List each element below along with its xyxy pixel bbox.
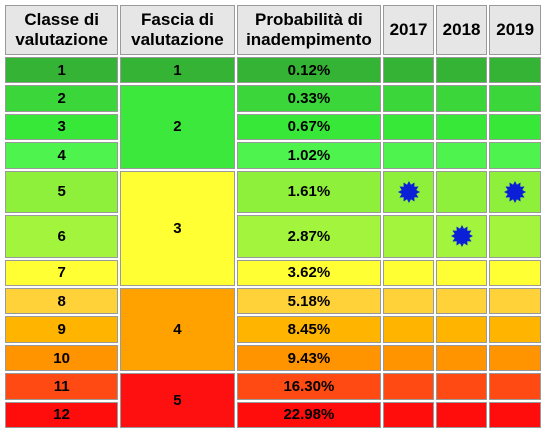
year-2018-cell xyxy=(435,259,488,287)
year-2017-cell xyxy=(383,85,434,112)
classe-cell: 1 xyxy=(5,57,119,84)
probabilita-cell: 0.12% xyxy=(236,57,382,84)
year-2018-cell xyxy=(435,373,488,400)
table-row: 11 5 16.30% xyxy=(5,373,541,428)
year-2017-cell xyxy=(383,57,434,84)
fascia-cell: 2 xyxy=(120,85,235,169)
year-2019-cell xyxy=(489,215,541,258)
classe-cell: 2 xyxy=(5,85,119,112)
header-probabilita: Probabilità di inadempimento xyxy=(236,5,382,55)
table-row: 3 0.67% xyxy=(5,113,541,141)
table-row: 2 2 0.33% xyxy=(5,85,541,169)
year-2017-cell xyxy=(383,401,434,428)
classe-cell: 6 xyxy=(5,215,119,258)
year-2018-cell xyxy=(435,316,488,343)
blue-star-badge-icon xyxy=(450,224,474,248)
year-2018-cell xyxy=(435,57,488,84)
year-2018-cell xyxy=(435,344,488,372)
year-2019-cell xyxy=(489,401,541,428)
year-2017-cell xyxy=(383,259,434,287)
year-2019-cell xyxy=(489,57,541,84)
table-body: 1 1 0.12% 2 2 0.33% 3 0.67% 4 1.02% 5 3 1.61% 6 2.87% 7… xyxy=(5,57,541,428)
classe-cell: 7 xyxy=(5,259,119,287)
year-2019-cell xyxy=(489,142,541,169)
classe-cell: 8 xyxy=(5,288,119,315)
year-2019-cell xyxy=(489,170,541,214)
year-2017-cell xyxy=(383,215,434,258)
classe-cell: 5 xyxy=(5,170,119,214)
year-2019-cell xyxy=(489,259,541,287)
probabilita-cell: 0.67% xyxy=(236,113,382,141)
header-classe: Classe di valutazione xyxy=(5,5,119,55)
probabilita-cell: 1.02% xyxy=(236,142,382,169)
year-2019-cell xyxy=(489,344,541,372)
blue-star-badge-icon xyxy=(503,180,527,204)
year-2018-cell xyxy=(435,170,488,214)
classe-cell: 3 xyxy=(5,113,119,141)
classe-cell: 10 xyxy=(5,344,119,372)
header-row: Classe di valutazione Fascia di valutazi… xyxy=(5,5,541,55)
header-fascia: Fascia di valutazione xyxy=(120,5,235,55)
year-2017-cell xyxy=(383,316,434,343)
year-2019-cell xyxy=(489,288,541,315)
table-row: 8 4 5.18% xyxy=(5,288,541,372)
year-2018-cell xyxy=(435,401,488,428)
year-2018-cell xyxy=(435,288,488,315)
year-2018-cell xyxy=(435,215,488,258)
year-2019-cell xyxy=(489,85,541,112)
probabilita-cell: 5.18% xyxy=(236,288,382,315)
table-row: 5 3 1.61% xyxy=(5,170,541,287)
year-2017-cell xyxy=(383,170,434,214)
table-row: 6 2.87% xyxy=(5,215,541,258)
year-2019-cell xyxy=(489,373,541,400)
header-year-2017: 2017 xyxy=(383,5,434,55)
classe-cell: 12 xyxy=(5,401,119,428)
fascia-cell: 5 xyxy=(120,373,235,428)
probabilita-cell: 0.33% xyxy=(236,85,382,112)
probabilita-cell: 8.45% xyxy=(236,316,382,343)
probabilita-cell: 16.30% xyxy=(236,373,382,400)
year-2017-cell xyxy=(383,344,434,372)
year-2017-cell xyxy=(383,373,434,400)
classe-cell: 4 xyxy=(5,142,119,169)
year-2018-cell xyxy=(435,113,488,141)
year-2017-cell xyxy=(383,288,434,315)
probabilita-cell: 9.43% xyxy=(236,344,382,372)
table-row: 1 1 0.12% xyxy=(5,57,541,84)
year-2019-cell xyxy=(489,316,541,343)
table-row: 9 8.45% xyxy=(5,316,541,343)
header-year-2018: 2018 xyxy=(435,5,488,55)
classe-cell: 11 xyxy=(5,373,119,400)
classe-cell: 9 xyxy=(5,316,119,343)
year-2018-cell xyxy=(435,85,488,112)
rating-table: Classe di valutazione Fascia di valutazi… xyxy=(3,3,543,430)
probabilita-cell: 1.61% xyxy=(236,170,382,214)
header-year-2019: 2019 xyxy=(489,5,541,55)
probabilita-cell: 22.98% xyxy=(236,401,382,428)
table-row: 12 22.98% xyxy=(5,401,541,428)
fascia-cell: 4 xyxy=(120,288,235,372)
table-row: 4 1.02% xyxy=(5,142,541,169)
table-row: 7 3.62% xyxy=(5,259,541,287)
probabilita-cell: 2.87% xyxy=(236,215,382,258)
year-2017-cell xyxy=(383,142,434,169)
fascia-cell: 1 xyxy=(120,57,235,84)
table-row: 10 9.43% xyxy=(5,344,541,372)
year-2017-cell xyxy=(383,113,434,141)
fascia-cell: 3 xyxy=(120,170,235,287)
year-2018-cell xyxy=(435,142,488,169)
year-2019-cell xyxy=(489,113,541,141)
blue-star-badge-icon xyxy=(397,180,421,204)
probabilita-cell: 3.62% xyxy=(236,259,382,287)
